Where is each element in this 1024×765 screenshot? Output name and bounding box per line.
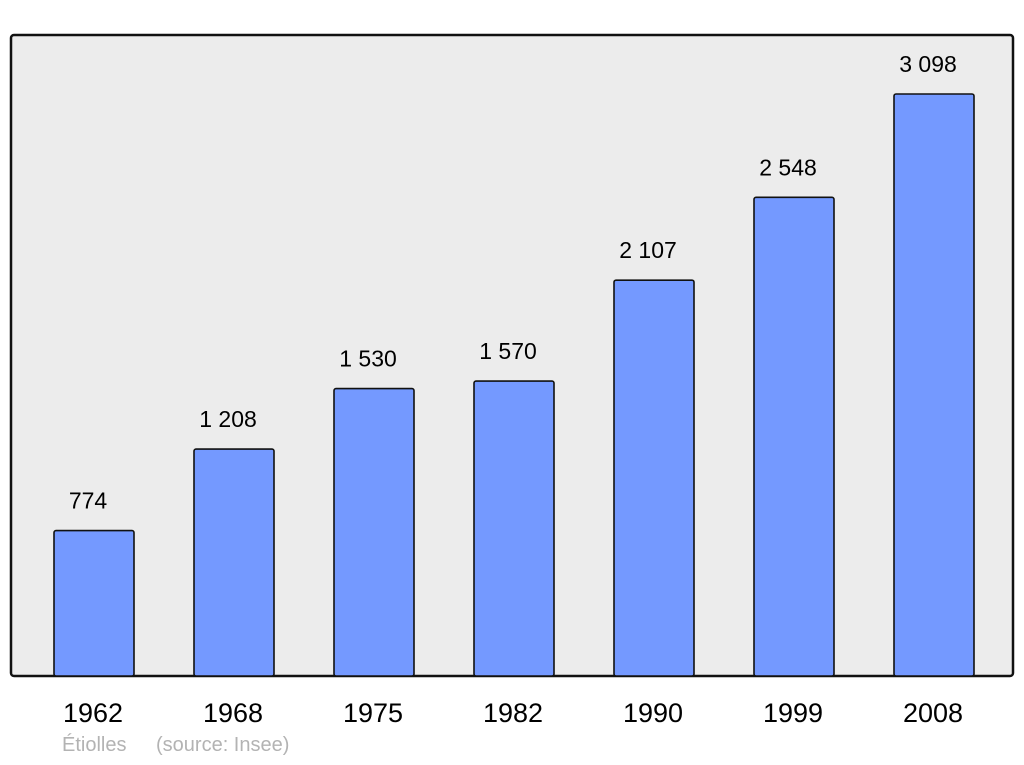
x-tick-label-2008: 2008 — [903, 698, 963, 728]
value-label-1999: 2 548 — [759, 154, 817, 180]
bar-1962 — [53, 529, 135, 677]
x-tick-label-1990: 1990 — [623, 698, 683, 728]
bar-1982 — [473, 380, 555, 677]
bar-1999 — [753, 196, 835, 677]
bar-1975 — [333, 387, 415, 677]
value-label-1990: 2 107 — [619, 237, 677, 263]
bar-1990 — [613, 279, 695, 677]
value-label-2008: 3 098 — [899, 51, 957, 77]
value-label-1982: 1 570 — [479, 338, 537, 364]
x-tick-label-1999: 1999 — [763, 698, 823, 728]
bar-1968 — [193, 448, 275, 677]
source-caption: (source: Insee) — [156, 734, 290, 756]
x-tick-label-1982: 1982 — [483, 698, 543, 728]
value-label-1962: 774 — [69, 488, 108, 514]
value-label-1975: 1 530 — [339, 346, 397, 372]
value-label-1968: 1 208 — [199, 406, 257, 432]
x-tick-label-1968: 1968 — [203, 698, 263, 728]
x-tick-label-1962: 1962 — [63, 698, 123, 728]
place-caption: Étiolles — [62, 734, 127, 756]
x-tick-label-1975: 1975 — [343, 698, 403, 728]
bar-2008 — [893, 93, 975, 677]
